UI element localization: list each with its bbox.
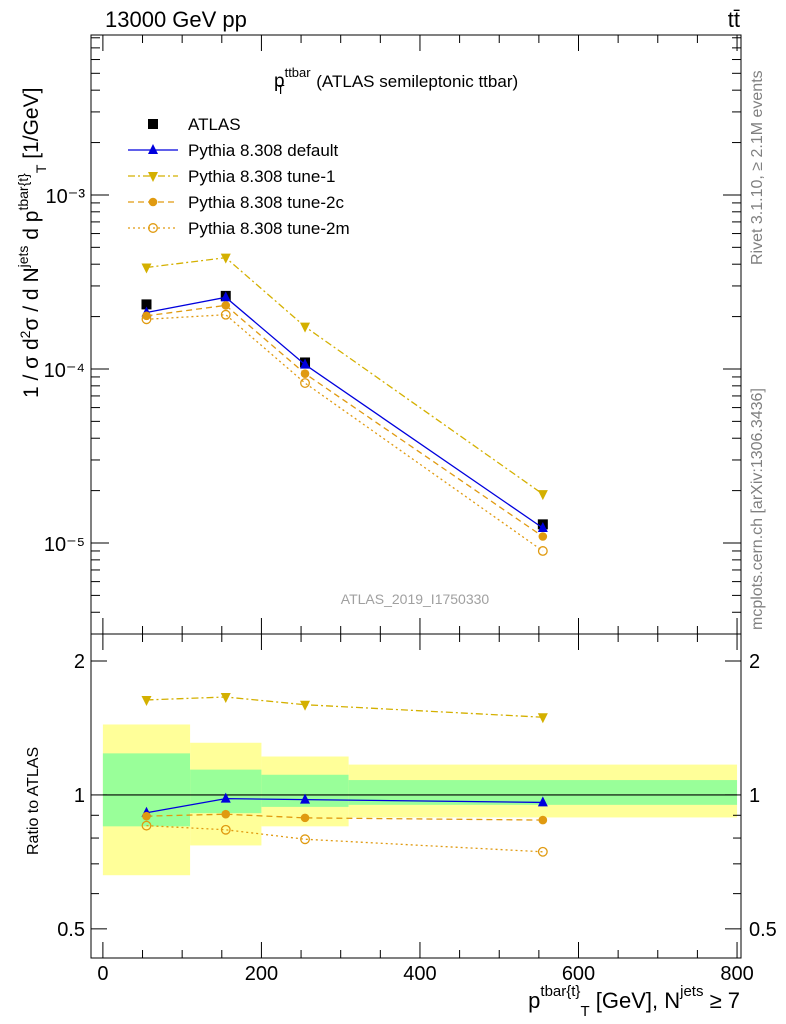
ratio-xtick-label: 800: [720, 963, 753, 985]
ratio-band-green-1: [190, 769, 262, 814]
main-series-4-point: [220, 309, 231, 320]
legend-label: Pythia 8.308 tune-2m: [188, 219, 350, 238]
legend-entry-2: Pythia 8.308 tune-1: [128, 167, 335, 186]
ratio-series-0-line: [146, 797, 543, 814]
ratio-series-2-point: [300, 813, 310, 823]
main-series-1-line: [146, 296, 544, 529]
main-series: [141, 253, 548, 556]
ratio-series-3-point: [141, 820, 152, 831]
ratio-series-1-point: [141, 695, 152, 706]
legend-marker: [148, 172, 158, 182]
legend-marker: [148, 223, 158, 233]
ratio-series-1-point: [537, 713, 548, 724]
main-series-3-point: [142, 311, 151, 321]
ratio-ytick-label-right: 1: [749, 785, 760, 807]
ratio-series-2-point: [142, 811, 151, 821]
ratio-series-1: [141, 693, 548, 724]
main-series-3-point: [221, 301, 231, 310]
ratio-xtick-label: 400: [403, 963, 436, 985]
main-series-4-point: [537, 546, 548, 556]
ratio-ytick-label-right: 2: [749, 651, 760, 673]
main-series-2-point: [141, 263, 152, 274]
legend: ATLAS Pythia 8.308 default Pythia 8.308 tu…: [128, 115, 350, 238]
ratio-bands: [102, 724, 738, 876]
ratio-series-3-point: [537, 846, 548, 857]
ratio-series-0-point: [537, 796, 548, 807]
legend-label: Pythia 8.308 default: [188, 141, 339, 160]
main-series-3: [142, 301, 548, 541]
main-series-2: [141, 253, 548, 501]
main-series-4-line: [146, 314, 544, 552]
ratio-axes: 0 200 400 600 800 0.5 0.5 1 1 2 2: [57, 633, 777, 985]
main-series-1-point: [300, 358, 311, 369]
main-series-1: [141, 291, 548, 532]
legend-entry-0: ATLAS: [148, 115, 241, 134]
main-series-3-point: [538, 532, 548, 541]
rivet-label: Rivet 3.1.10, ≥ 2.1M events: [749, 70, 766, 265]
main-series-3-line: [146, 304, 544, 538]
main-series-3-point: [300, 369, 310, 378]
ratio-frame: [90, 633, 742, 959]
legend-entry-1: Pythia 8.308 default: [128, 141, 339, 160]
legend-entry-4: Pythia 8.308 tune-2m: [128, 219, 350, 238]
ratio-ytick-label: 0.5: [57, 919, 85, 941]
ratio-xtick-label: 600: [562, 963, 595, 985]
main-series-1-point: [537, 521, 548, 532]
x-axis-label: ptbar{t}T [GeV], Njets ≥ 7: [528, 983, 740, 1020]
main-series-4-point: [300, 378, 310, 389]
main-series-4-point: [141, 314, 152, 325]
ratio-series-1-point: [300, 700, 311, 711]
main-series-2-point: [300, 322, 311, 333]
ratio-series-1-line: [146, 696, 543, 718]
legend-marker: [148, 119, 158, 129]
header-left: 13000 GeV pp: [105, 7, 247, 32]
ratio-xtick-label: 200: [245, 963, 278, 985]
ratio-series: [141, 693, 548, 857]
main-ylabel: 1 / σ d2σ / d Njets d ptbar{t}T [1/GeV]: [15, 88, 49, 398]
ratio-series-2: [142, 809, 548, 825]
main-series-2-point: [537, 490, 548, 501]
ratio-series-3-point: [220, 824, 231, 835]
header-right: tt̄: [728, 7, 740, 32]
ratio-series-0-point: [220, 792, 231, 803]
ratio-series-2-point: [538, 815, 548, 825]
ratio-ytick-label: 1: [74, 785, 85, 807]
main-ytick-label: 10⁻³: [46, 186, 86, 208]
ratio-series-0: [141, 792, 548, 817]
mcplots-label: mcplots.cern.ch [arXiv:1306.3436]: [749, 388, 766, 630]
legend-label: ATLAS: [188, 115, 241, 134]
legend-marker: [148, 197, 158, 207]
ratio-xtick-label: 0: [97, 963, 108, 985]
ratio-series-2-point: [221, 809, 231, 819]
chart-title: pttbar T (ATLAS semileptonic ttbar): [274, 65, 518, 97]
main-ytick-label: 10⁻⁵: [44, 534, 85, 556]
main-series-2-line: [146, 257, 544, 495]
legend-entry-3: Pythia 8.308 tune-2c: [128, 193, 344, 212]
ratio-ytick-label: 2: [74, 651, 85, 673]
legend-label: Pythia 8.308 tune-2c: [188, 193, 344, 212]
main-series-0: [141, 290, 548, 530]
legend-marker: [148, 144, 158, 154]
ratio-series-3: [141, 820, 548, 857]
ratio-series-3-point: [300, 834, 310, 845]
main-series-2-point: [220, 253, 231, 264]
main-series-0-point: [141, 299, 152, 310]
ratio-series-1-point: [220, 693, 231, 704]
ratio-ylabel: Ratio to ATLAS: [25, 747, 42, 855]
main-ytick-label: 10⁻⁴: [44, 360, 85, 382]
main-series-4: [141, 309, 548, 556]
analysis-id: ATLAS_2019_I1750330: [341, 591, 490, 607]
legend-label: Pythia 8.308 tune-1: [188, 167, 335, 186]
main-series-1-point: [220, 291, 231, 302]
ratio-series-0-point: [300, 793, 311, 804]
ratio-ytick-label-right: 0.5: [749, 919, 777, 941]
